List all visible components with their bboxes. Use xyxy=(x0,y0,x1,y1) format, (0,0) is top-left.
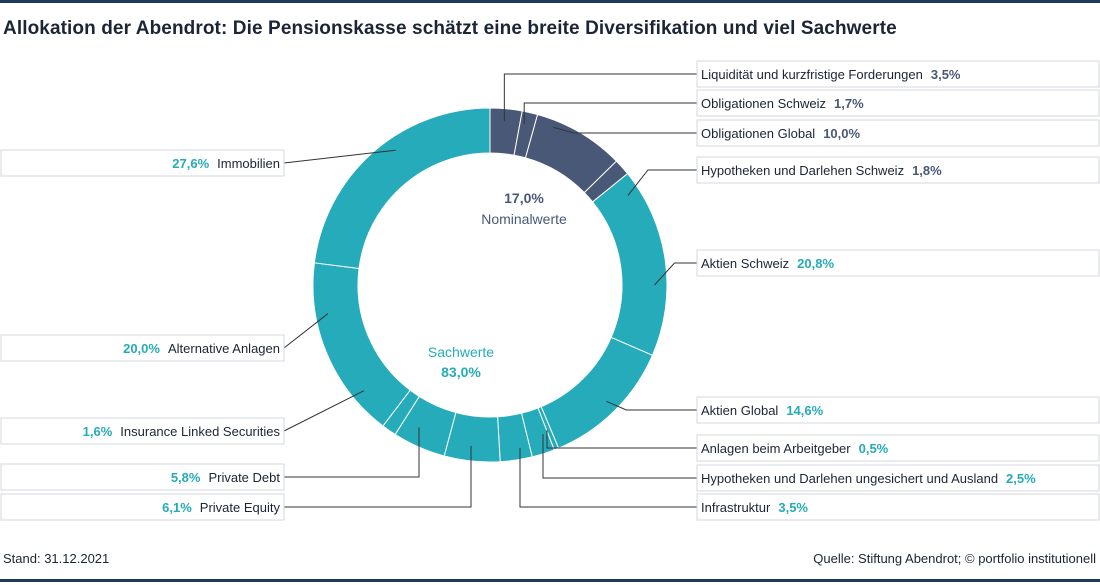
label-aktien-schweiz-box xyxy=(696,249,1100,277)
footer-date: Stand: 31.12.2021 xyxy=(3,551,110,566)
label-insurance-linked-securities-value: 1,6% xyxy=(83,424,113,439)
label-private-debt-text: Private Debt xyxy=(208,470,280,485)
label-infrastruktur-text: Infrastruktur xyxy=(701,500,771,515)
label-aktien-global-box xyxy=(696,396,1100,424)
label-obligationen-schweiz-value: 1,7% xyxy=(834,96,864,111)
label-private-debt-box xyxy=(0,463,285,491)
label-insurance-linked-securities-leader xyxy=(283,390,365,432)
label-anlagen-beim-arbeitgeber-value: 0,5% xyxy=(859,441,889,456)
label-obligationen-global-value: 10,0% xyxy=(823,126,860,141)
label-aktien-schweiz-leader xyxy=(654,262,697,286)
label-aktien-schweiz-text: Aktien Schweiz xyxy=(701,256,789,271)
label-immobilien-text: Immobilien xyxy=(217,156,280,171)
label-obligationen-schweiz-box xyxy=(696,89,1100,117)
label-obligationen-global-box xyxy=(696,119,1100,147)
label-liquiditaet-und-kurzfristige-forderungen-box xyxy=(696,60,1100,88)
sachwerte-total-value: 83,0% xyxy=(441,364,481,380)
top-rule xyxy=(0,0,1100,3)
slice-alternative-anlagen xyxy=(312,262,411,427)
label-insurance-linked-securities-text: Insurance Linked Securities xyxy=(120,424,280,439)
label-private-equity-text: Private Equity xyxy=(200,500,281,515)
label-obligationen-global-leader xyxy=(553,126,697,134)
label-alternative-anlagen-leader xyxy=(283,313,329,349)
label-infrastruktur-leader xyxy=(519,447,697,508)
slice-immobilien xyxy=(313,107,491,270)
label-immobilien-box xyxy=(0,149,285,177)
nominal-total-value: 17,0% xyxy=(504,190,544,206)
label-immobilien-leader xyxy=(283,149,396,164)
slice-aktien-schweiz xyxy=(591,172,668,356)
label-infrastruktur-box xyxy=(696,493,1100,521)
label-liquiditaet-und-kurzfristige-forderungen-leader xyxy=(503,73,697,122)
sachwerte-total-label: Sachwerte xyxy=(428,344,494,360)
label-aktien-global-value: 14,6% xyxy=(786,403,823,418)
label-anlagen-beim-arbeitgeber-text: Anlagen beim Arbeitgeber xyxy=(701,441,851,456)
label-obligationen-global-text: Obligationen Global xyxy=(701,126,815,141)
label-hypotheken-und-darlehen-schweiz-leader xyxy=(627,169,697,196)
label-hypotheken-und-darlehen-ungesichert-und-ausland-text: Hypotheken und Darlehen ungesichert und … xyxy=(701,471,998,486)
label-hypotheken-und-darlehen-schweiz-box xyxy=(696,156,1100,184)
label-private-debt-leader xyxy=(284,427,420,478)
label-aktien-global-text: Aktien Global xyxy=(701,403,778,418)
label-hypotheken-und-darlehen-ungesichert-und-ausland-value: 2,5% xyxy=(1006,471,1036,486)
label-alternative-anlagen-value: 20,0% xyxy=(123,341,160,356)
label-obligationen-schweiz-text: Obligationen Schweiz xyxy=(701,96,826,111)
label-insurance-linked-securities-box xyxy=(0,417,285,445)
chart-title: Allokation der Abendrot: Die Pensionskas… xyxy=(3,18,897,39)
slice-aktien-global xyxy=(540,336,654,449)
label-aktien-schweiz-value: 20,8% xyxy=(797,256,834,271)
footer-source: Quelle: Stiftung Abendrot; © portfolio i… xyxy=(813,551,1096,566)
label-hypotheken-und-darlehen-schweiz-value: 1,8% xyxy=(912,163,942,178)
label-private-equity-box xyxy=(0,493,285,521)
label-infrastruktur-value: 3,5% xyxy=(778,500,808,515)
bottom-rule xyxy=(0,579,1100,582)
label-private-equity-leader xyxy=(284,445,472,508)
nominal-total-label: Nominalwerte xyxy=(481,211,567,227)
label-private-equity-value: 6,1% xyxy=(162,500,192,515)
label-hypotheken-und-darlehen-schweiz-text: Hypotheken und Darlehen Schweiz xyxy=(701,163,904,178)
label-anlagen-beim-arbeitgeber-leader xyxy=(546,430,697,449)
label-private-debt-value: 5,8% xyxy=(171,470,201,485)
label-alternative-anlagen-text: Alternative Anlagen xyxy=(168,341,280,356)
label-immobilien-value: 27,6% xyxy=(172,156,209,171)
label-alternative-anlagen-box xyxy=(0,334,285,362)
label-hypotheken-und-darlehen-ungesichert-und-ausland-box xyxy=(696,464,1100,492)
label-hypotheken-und-darlehen-ungesichert-und-ausland-leader xyxy=(542,434,697,479)
label-obligationen-schweiz-leader xyxy=(523,102,697,125)
label-liquiditaet-und-kurzfristige-forderungen-value: 3,5% xyxy=(931,67,961,82)
label-aktien-global-leader xyxy=(606,400,697,411)
label-anlagen-beim-arbeitgeber-box xyxy=(696,434,1100,462)
label-liquiditaet-und-kurzfristige-forderungen-text: Liquidität und kurzfristige Forderungen xyxy=(701,67,923,82)
